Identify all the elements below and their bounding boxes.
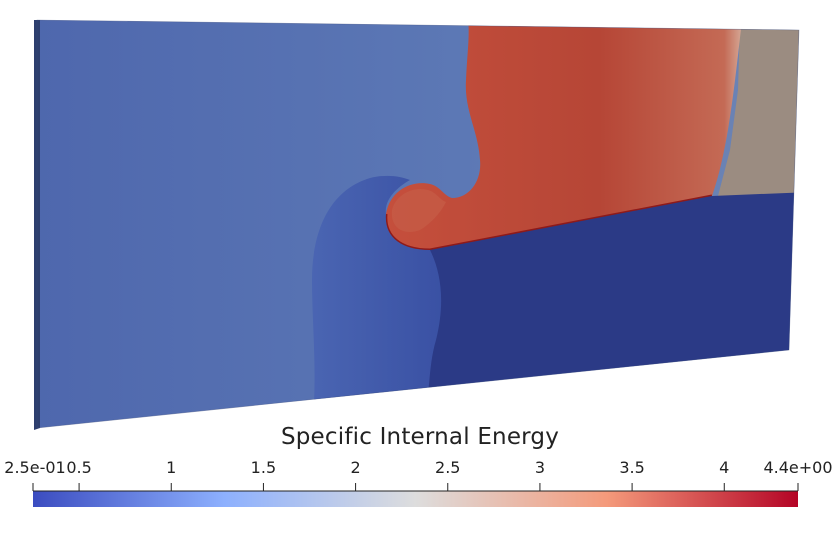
upper-right-region [385, 20, 742, 250]
jet-region [312, 175, 442, 402]
colorbar-ticks [32, 483, 799, 491]
far-right-region [718, 20, 799, 196]
colorbar-title: Specific Internal Energy [280, 424, 560, 450]
colorbar-labels: 2.5e-01 0.5 1 1.5 2 2.5 3 3.5 4 4.4e+00 [0, 458, 840, 482]
colorbar-tick-label: 2.5e-01 [4, 458, 66, 477]
colorbar-tick-label: 1.5 [250, 458, 277, 477]
colorbar-tick-label: 4.4e+00 [763, 458, 833, 477]
colorbar-tick-label: 0.5 [66, 458, 92, 477]
lower-right-region [428, 192, 799, 392]
colorbar-tick-label: 2 [350, 458, 361, 477]
slab [37, 20, 799, 428]
colorbar-tick-label: 3.5 [619, 458, 645, 477]
colorbar-tick-label: 1 [166, 458, 177, 477]
slab-outline [36, 19, 800, 429]
colorbar-tick-label: 3 [534, 458, 546, 477]
colorbar-tick-label: 2.5 [435, 458, 461, 477]
colorbar-tick-label: 4 [719, 458, 730, 477]
curl-core [391, 188, 446, 232]
colorbar [33, 491, 798, 507]
